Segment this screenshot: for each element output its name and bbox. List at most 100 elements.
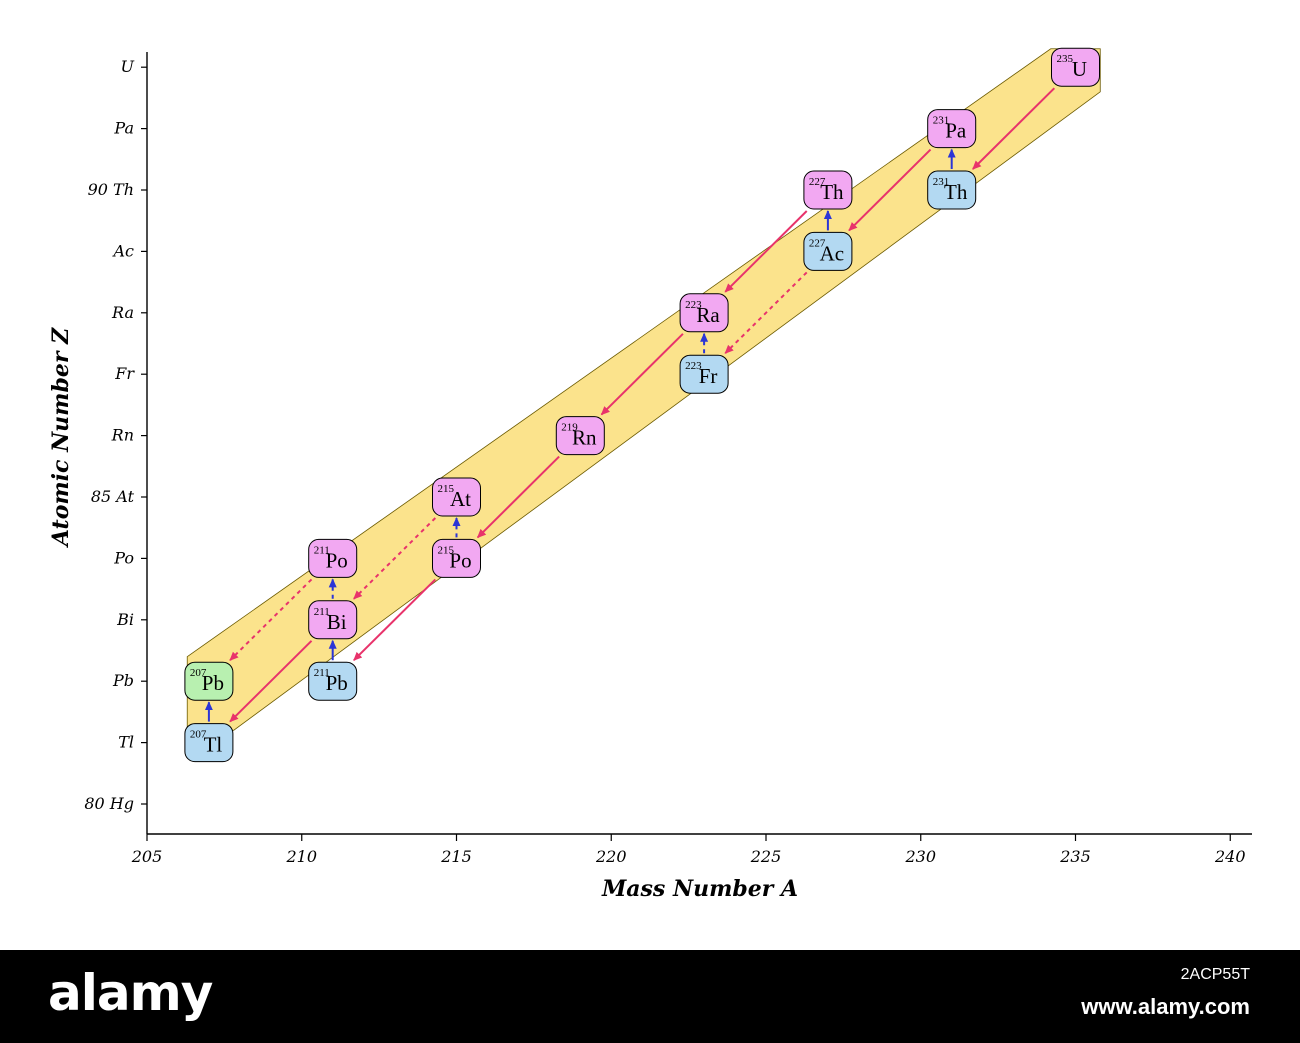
nuclide-box bbox=[432, 538, 481, 578]
y-tick-label: 80 Hg bbox=[84, 794, 134, 813]
mass-number: 211 bbox=[314, 544, 330, 556]
x-axis-label: Mass Number A bbox=[601, 876, 798, 902]
x-tick-label: 225 bbox=[750, 847, 782, 866]
mass-number: 227 bbox=[809, 237, 826, 249]
x-tick-label: 240 bbox=[1214, 847, 1246, 866]
mass-number: 231 bbox=[933, 176, 950, 188]
nuclide-box bbox=[184, 661, 234, 701]
nuclide-box bbox=[679, 293, 729, 333]
brand-logo: alamy bbox=[48, 964, 213, 1022]
mass-number: 223 bbox=[685, 299, 702, 311]
image-code: 2ACP55T bbox=[1180, 966, 1250, 983]
x-tick-label: 220 bbox=[595, 847, 627, 866]
element-symbol: Pb bbox=[202, 671, 224, 695]
mass-number: 223 bbox=[685, 360, 702, 372]
nuclide-box bbox=[1051, 47, 1100, 87]
alpha-decay-arrow bbox=[972, 87, 1056, 170]
decay-arrows bbox=[204, 87, 1056, 723]
element-symbol: At bbox=[450, 487, 471, 511]
element-symbol: Bi bbox=[327, 610, 347, 634]
nuclide-box bbox=[927, 170, 977, 210]
footer-bar: alamy 2ACP55T www.alamy.com bbox=[0, 950, 1300, 1043]
x-tick-label: 205 bbox=[131, 847, 163, 866]
mass-number: 215 bbox=[438, 544, 455, 556]
y-axis-label: Atomic Number Z bbox=[48, 327, 74, 548]
nuclide-box bbox=[555, 416, 605, 456]
element-symbol: Pa bbox=[945, 119, 967, 143]
y-tick-label: Ac bbox=[111, 241, 134, 260]
element-symbol: Th bbox=[944, 180, 968, 204]
alpha-decay-arrow bbox=[229, 578, 313, 661]
alpha-decay-arrow bbox=[724, 210, 808, 293]
y-tick-label: Ra bbox=[111, 303, 134, 322]
x-tick-label: 230 bbox=[904, 847, 936, 866]
mass-number: 207 bbox=[190, 729, 207, 741]
element-symbol: Po bbox=[449, 548, 471, 572]
mass-number: 211 bbox=[314, 667, 330, 679]
mass-number: 211 bbox=[314, 606, 330, 618]
mass-number: 231 bbox=[933, 115, 950, 127]
element-symbol: Rn bbox=[572, 426, 597, 450]
y-tick-label: Tl bbox=[118, 733, 134, 752]
nuclide-nodes: 235U231Pa231Th227Th227Ac223Ra223Fr219Rn2… bbox=[184, 47, 1100, 763]
y-tick-label: U bbox=[121, 57, 135, 76]
alpha-decay-arrow bbox=[353, 578, 437, 661]
element-symbol: Po bbox=[326, 548, 348, 572]
nuclide-box bbox=[803, 170, 853, 210]
element-symbol: Fr bbox=[699, 364, 718, 388]
nuclide-box bbox=[679, 354, 729, 394]
nuclide-box bbox=[308, 600, 358, 640]
element-symbol: Ac bbox=[820, 241, 845, 265]
x-tick-label: 210 bbox=[285, 847, 317, 866]
site-url: www.alamy.com bbox=[1081, 994, 1250, 1019]
y-tick-label: Bi bbox=[116, 610, 134, 629]
nuclide-box bbox=[432, 477, 481, 517]
mass-number: 215 bbox=[438, 483, 455, 495]
alpha-decay-arrow bbox=[229, 640, 313, 723]
alpha-decay-arrow bbox=[724, 271, 808, 354]
alpha-decay-arrow bbox=[476, 455, 560, 539]
y-tick-label: Po bbox=[113, 548, 134, 567]
y-tick-label: Fr bbox=[114, 364, 135, 383]
element-symbol: Th bbox=[820, 180, 844, 204]
mass-number: 207 bbox=[190, 667, 207, 679]
alpha-decay-arrow bbox=[848, 148, 932, 232]
mass-number: 219 bbox=[561, 422, 578, 434]
mass-number: 235 bbox=[1057, 53, 1074, 65]
nuclide-box bbox=[308, 538, 358, 578]
alpha-decay-arrow bbox=[600, 333, 684, 416]
element-symbol: Ra bbox=[696, 303, 720, 327]
nuclide-box bbox=[184, 723, 234, 763]
nuclide-box bbox=[803, 231, 853, 271]
element-symbol: Tl bbox=[204, 733, 223, 757]
element-symbol: U bbox=[1072, 57, 1087, 81]
y-tick-label: Pa bbox=[113, 119, 134, 138]
x-tick-label: 235 bbox=[1059, 847, 1091, 866]
element-symbol: Pb bbox=[326, 671, 348, 695]
nuclide-box bbox=[927, 109, 977, 149]
y-tick-label: Pb bbox=[112, 671, 134, 690]
decay-chain-diagram: 205 210 215 220 225 230 235 240 U Pa 90 Th Ac Ra Fr Rn… bbox=[48, 47, 1252, 902]
x-tick-label: 215 bbox=[440, 847, 472, 866]
y-tick-label: 85 At bbox=[91, 487, 135, 506]
axes: 205 210 215 220 225 230 235 240 U Pa 90 Th Ac Ra Fr Rn… bbox=[84, 52, 1252, 866]
y-tick-label: Rn bbox=[111, 426, 134, 445]
mass-number: 227 bbox=[809, 176, 826, 188]
y-tick-label: 90 Th bbox=[88, 180, 134, 199]
nuclide-box bbox=[308, 661, 358, 701]
